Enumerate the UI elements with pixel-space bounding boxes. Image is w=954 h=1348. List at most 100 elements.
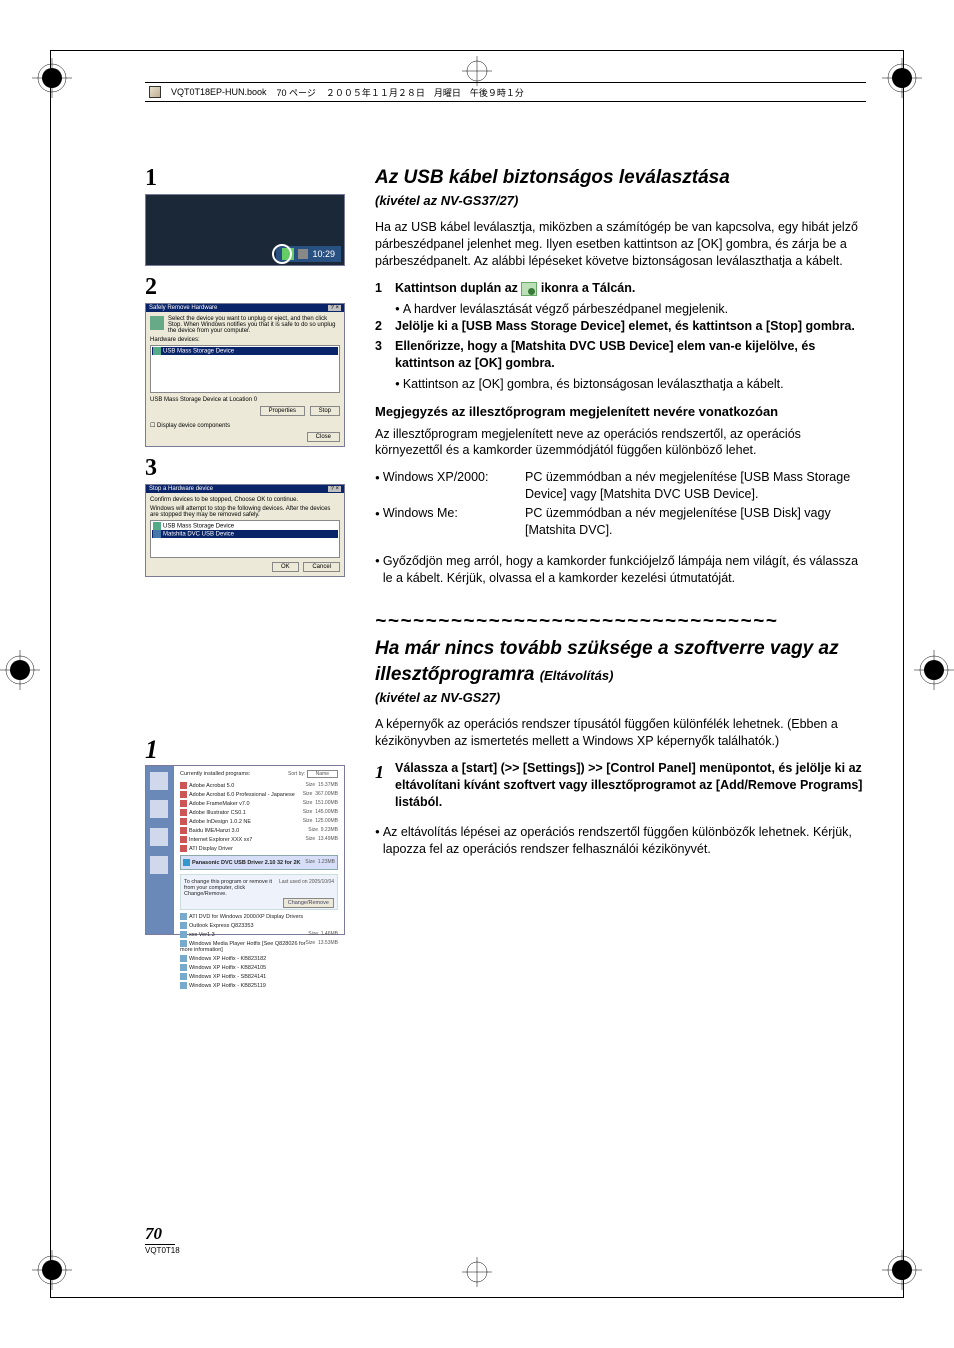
program-row[interactable]: ATI DVD for Windows 2000/XP Display Driv… bbox=[180, 912, 338, 921]
sidebar-icon[interactable] bbox=[150, 800, 168, 818]
program-row[interactable]: Adobe InDesign 1.0.2 NESize 125.00MB bbox=[180, 817, 338, 826]
warning-bullet: Győződjön meg arról, hogy a kamkorder fu… bbox=[375, 553, 864, 587]
program-row[interactable]: Windows XP Hotfix - KB825119 bbox=[180, 981, 338, 990]
close-icon[interactable]: ? × bbox=[328, 486, 341, 492]
program-icon bbox=[180, 836, 187, 843]
doc-code: VQT0T18 bbox=[145, 1246, 180, 1255]
registration-mark bbox=[882, 58, 922, 98]
step-number-2: 2 bbox=[145, 274, 345, 301]
program-row[interactable]: Baidu IME/Hanzi 3.0Size 9.23MB bbox=[180, 826, 338, 835]
display-components-checkbox[interactable]: ☐ Display device components bbox=[150, 422, 340, 429]
section-divider: ~~~~~~~~~~~~~~~~~~~~~~~~~~~~~~~~ bbox=[375, 609, 864, 635]
device-listbox[interactable]: USB Mass Storage Device bbox=[150, 345, 340, 393]
close-icon[interactable]: ? × bbox=[328, 305, 341, 311]
program-list: Currently installed programs: Sort by: N… bbox=[174, 766, 344, 934]
program-icon bbox=[180, 973, 187, 980]
dialog-title: Stop a Hardware device bbox=[149, 486, 213, 492]
device-listbox[interactable]: USB Mass Storage Device Matshita DVC USB… bbox=[150, 520, 340, 558]
tray-circle-icon bbox=[272, 244, 292, 264]
note-heading: Megjegyzés az illesztőprogram megjelenít… bbox=[375, 403, 864, 421]
page-footer: 70 VQT0T18 bbox=[145, 1224, 180, 1256]
program-row[interactable]: Windows XP Hotfix - SB824141 bbox=[180, 972, 338, 981]
stop-button[interactable]: Stop bbox=[310, 406, 340, 416]
page-number: 70 bbox=[145, 1224, 175, 1245]
program-icon bbox=[180, 931, 187, 938]
tray-clock: 10:29 bbox=[276, 246, 341, 262]
dialog-instruction: Select the device you want to unplug or … bbox=[168, 316, 340, 334]
note-paragraph: Az illesztőprogram megjelenített neve az… bbox=[375, 426, 864, 460]
program-icon bbox=[180, 964, 187, 971]
screenshot-taskbar: 10:29 bbox=[145, 194, 345, 266]
list-item[interactable]: Matshita DVC USB Device bbox=[152, 530, 338, 538]
program-icon bbox=[180, 827, 187, 834]
program-icon bbox=[180, 982, 187, 989]
program-row[interactable]: Windows XP Hotfix - KB824105 bbox=[180, 963, 338, 972]
step-1: 1 Kattintson duplán az ikonra a Tálcán. bbox=[375, 280, 864, 297]
list-header: Currently installed programs: bbox=[180, 771, 250, 777]
device-status: USB Mass Storage Device at Location 0 bbox=[150, 397, 340, 403]
ok-button[interactable]: OK bbox=[272, 562, 299, 572]
registration-mark bbox=[882, 1250, 922, 1290]
registration-mark bbox=[32, 1250, 72, 1290]
program-row[interactable]: Adobe Illustrator CS0.1Size 145.00MB bbox=[180, 808, 338, 817]
program-icon bbox=[183, 859, 190, 866]
section-title: Az USB kábel biztonságos leválasztása bbox=[375, 165, 864, 191]
os-row: Windows XP/2000: PC üzemmódban a név meg… bbox=[375, 469, 864, 503]
content-area: 1 10:29 2 Safely Remove Hardware ? × Sel… bbox=[145, 165, 864, 935]
program-icon bbox=[180, 809, 187, 816]
list-item[interactable]: USB Mass Storage Device bbox=[152, 347, 338, 355]
sidebar-icon[interactable] bbox=[150, 828, 168, 846]
program-row[interactable]: Adobe Acrobat 6.0 Professional - Japanes… bbox=[180, 790, 338, 799]
section-subtitle: (kivétel az NV-GS27) bbox=[375, 689, 864, 707]
tray-icon bbox=[298, 249, 308, 259]
sidebar-icon[interactable] bbox=[150, 856, 168, 874]
program-row[interactable]: Adobe FrameMaker v7.0Size 151.00MB bbox=[180, 799, 338, 808]
sidebar-icon[interactable] bbox=[150, 772, 168, 790]
program-icon bbox=[180, 940, 187, 947]
change-remove-button[interactable]: Change/Remove bbox=[283, 898, 334, 908]
registration-mark bbox=[914, 650, 954, 690]
program-icon bbox=[180, 955, 187, 962]
sort-dropdown[interactable]: Name bbox=[307, 770, 338, 778]
program-icon bbox=[180, 791, 187, 798]
close-button[interactable]: Close bbox=[307, 432, 340, 442]
header-page: 70 ページ bbox=[277, 86, 316, 99]
right-column: Az USB kábel biztonságos leválasztása (k… bbox=[375, 165, 864, 935]
selected-program[interactable]: Panasonic DVC USB Driver 2.10 32 for 2KS… bbox=[180, 855, 338, 870]
properties-button[interactable]: Properties bbox=[260, 406, 305, 416]
dialog-text: Windows will attempt to stop the followi… bbox=[150, 506, 340, 518]
program-row[interactable]: ATI Display Driver bbox=[180, 844, 338, 853]
uninstall-note: Az eltávolítás lépései az operációs rend… bbox=[375, 824, 864, 858]
step-3: 3 Ellenőrizze, hogy a [Matshita DVC USB … bbox=[375, 338, 864, 372]
program-icon bbox=[180, 800, 187, 807]
screenshot-safely-remove: Safely Remove Hardware ? × Select the de… bbox=[145, 303, 345, 447]
program-row[interactable]: Internet Explorer XXX xx7Size 13.49MB bbox=[180, 835, 338, 844]
program-icon bbox=[180, 818, 187, 825]
program-icon bbox=[180, 922, 187, 929]
program-row[interactable]: xxx Ver1.3Size 1.46MB bbox=[180, 930, 338, 939]
usb-icon bbox=[153, 347, 161, 355]
registration-mark bbox=[32, 58, 72, 98]
program-row[interactable]: Windows Media Player Hotfix [See Q828026… bbox=[180, 939, 338, 954]
step-number-3: 3 bbox=[145, 455, 345, 482]
program-row[interactable]: Windows XP Hotfix - KB823182 bbox=[180, 954, 338, 963]
section-subtitle: (kivétel az NV-GS37/27) bbox=[375, 192, 864, 210]
left-column: 1 10:29 2 Safely Remove Hardware ? × Sel… bbox=[145, 165, 345, 935]
step-number-1-italic: 1 bbox=[145, 735, 345, 765]
page-header: VQT0T18EP-HUN.book 70 ページ ２００５年１１月２８日 月曜… bbox=[145, 82, 866, 102]
program-info: To change this program or remove it from… bbox=[180, 874, 338, 910]
book-icon bbox=[149, 86, 161, 98]
registration-mark bbox=[0, 650, 40, 690]
cancel-button[interactable]: Cancel bbox=[303, 562, 340, 572]
program-row[interactable]: Adobe Acrobat 5.0Size 15.37MB bbox=[180, 781, 338, 790]
program-icon bbox=[180, 782, 187, 789]
sidebar bbox=[146, 766, 174, 934]
device-icon bbox=[150, 316, 164, 330]
program-row[interactable]: Outlook Express Q823353 bbox=[180, 921, 338, 930]
crosshair-icon bbox=[462, 1257, 492, 1292]
step-number-1: 1 bbox=[145, 165, 345, 192]
header-book: VQT0T18EP-HUN.book bbox=[171, 87, 267, 97]
program-icon bbox=[180, 845, 187, 852]
screenshot-stop-device: Stop a Hardware device ? × Confirm devic… bbox=[145, 484, 345, 577]
list-item[interactable]: USB Mass Storage Device bbox=[152, 522, 338, 530]
